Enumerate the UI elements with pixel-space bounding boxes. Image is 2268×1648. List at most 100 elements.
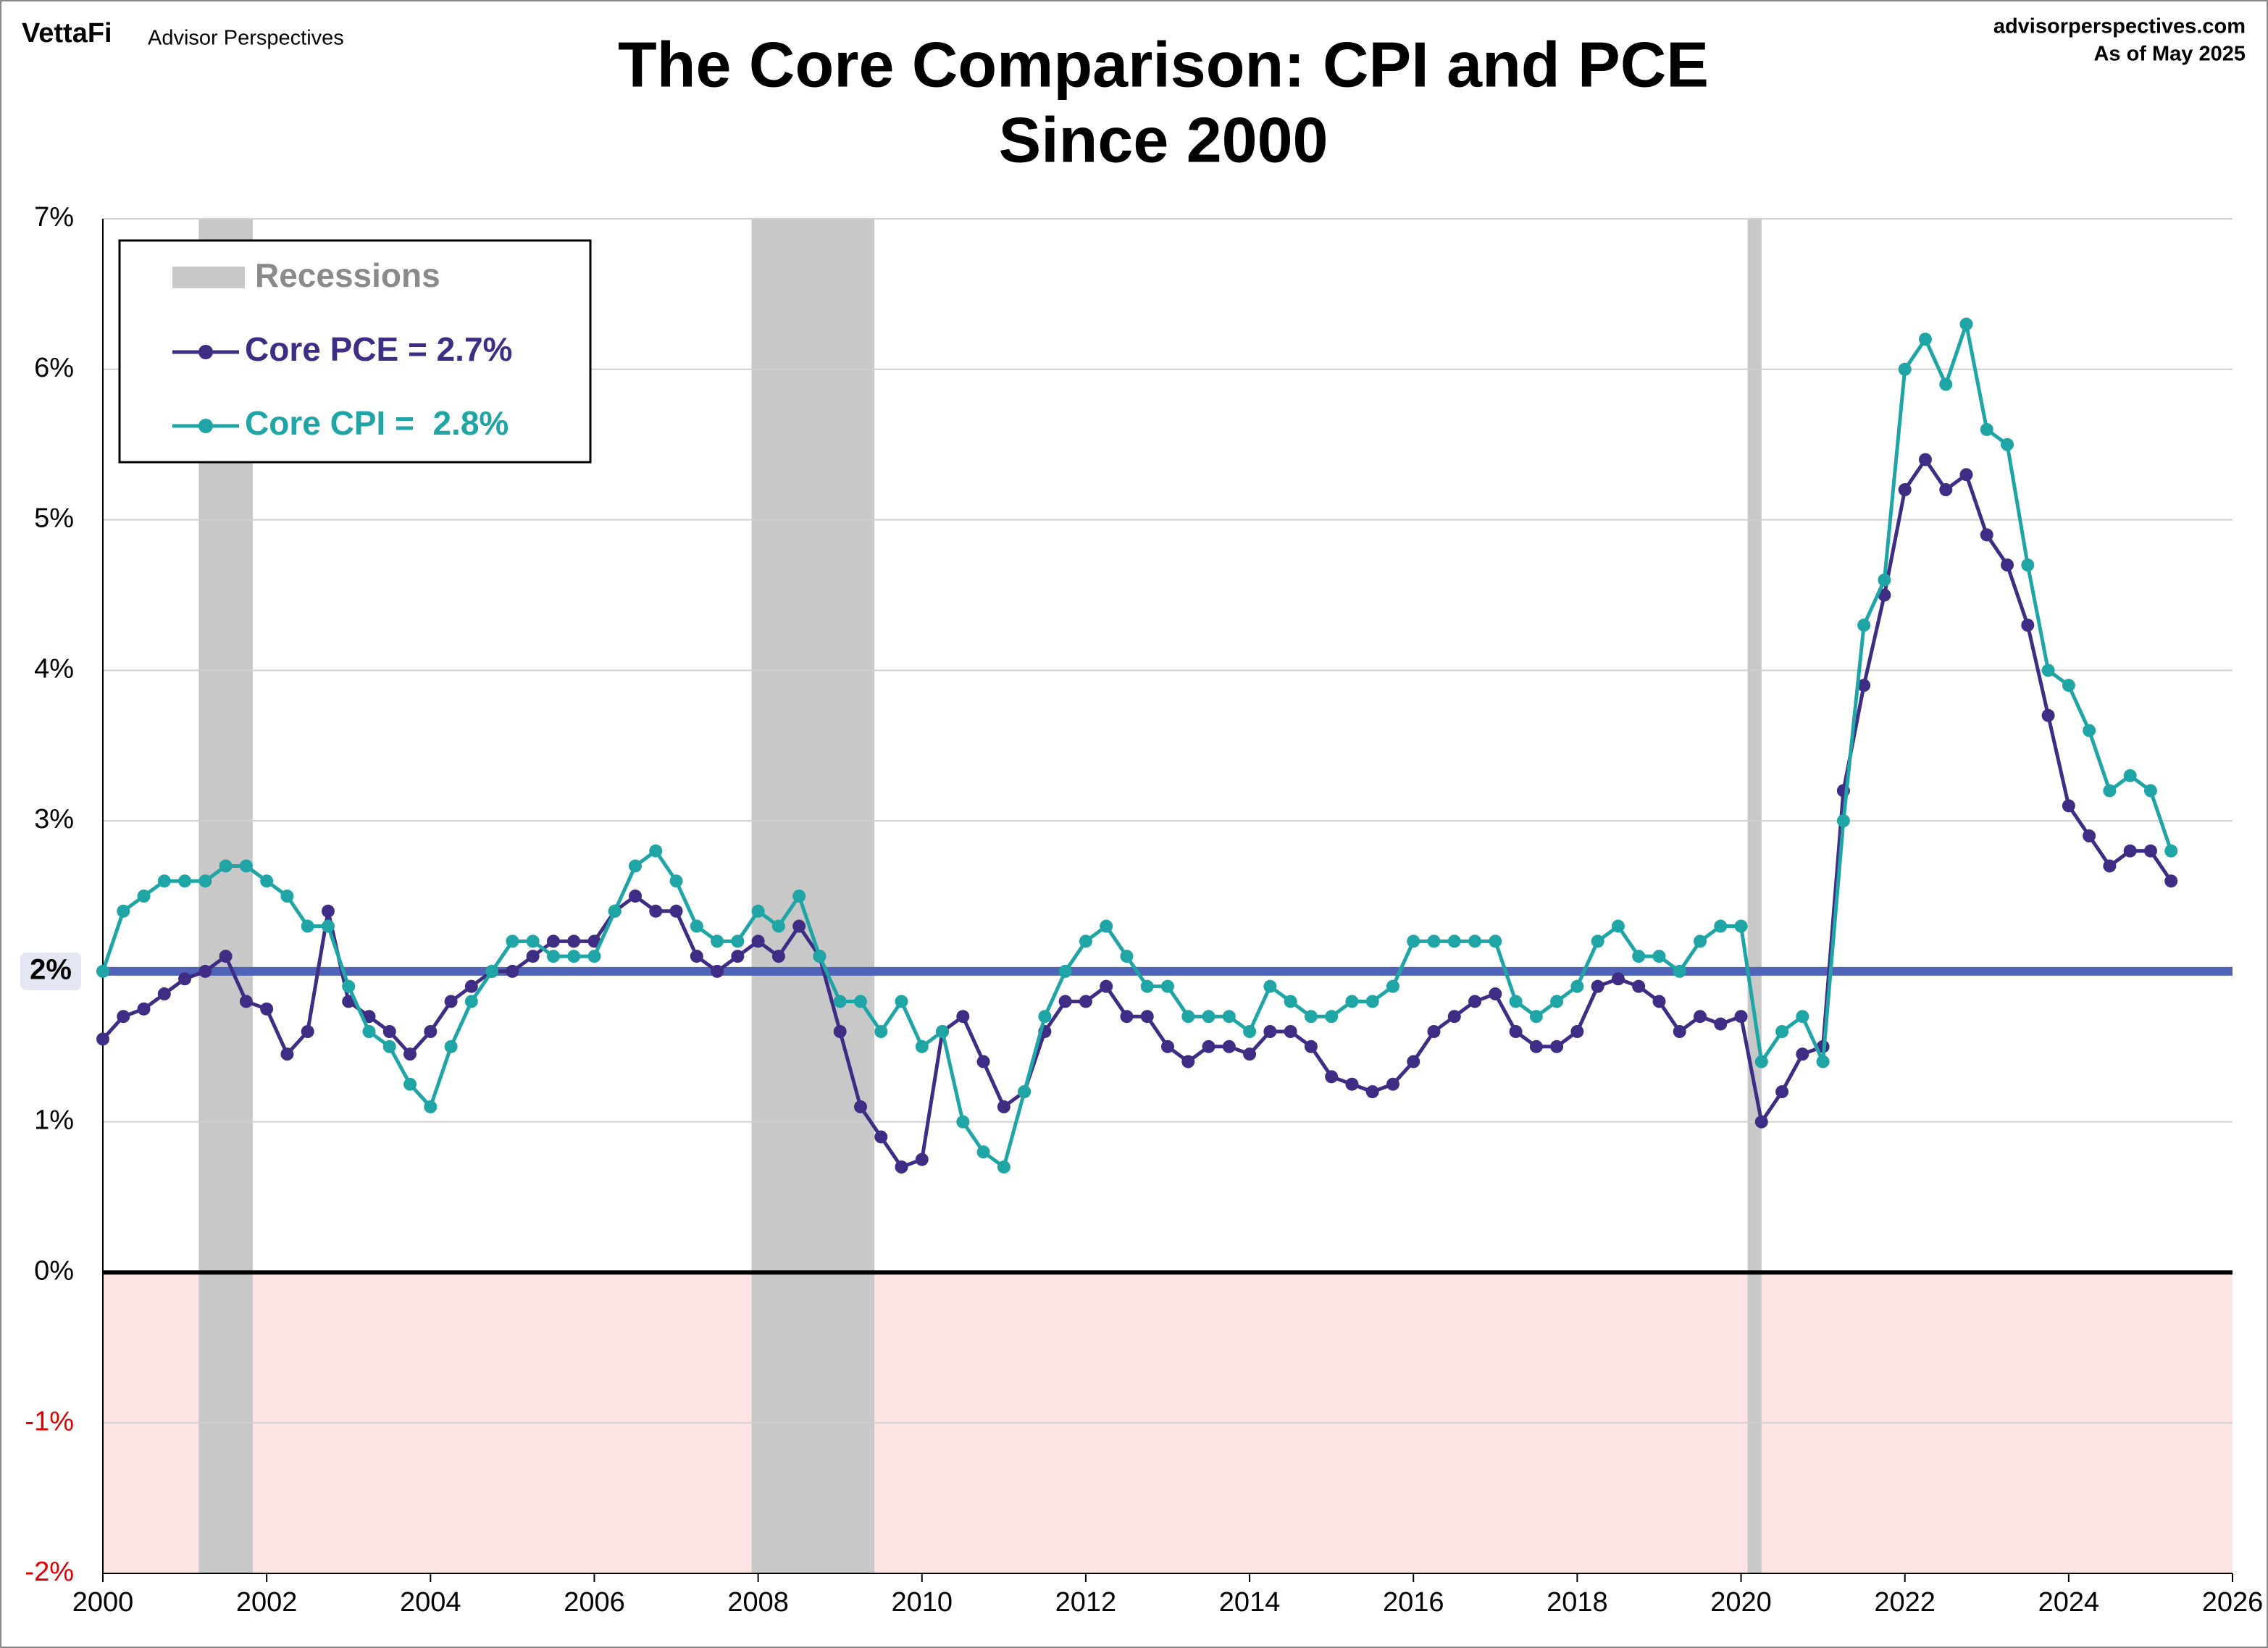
point: [1386, 1077, 1399, 1091]
point: [1959, 317, 1973, 331]
point: [1570, 1025, 1584, 1038]
point: [1427, 934, 1441, 948]
point: [895, 995, 908, 1008]
point: [260, 1002, 274, 1016]
point: [485, 964, 499, 978]
point: [1304, 1040, 1318, 1053]
point: [2123, 844, 2137, 858]
point: [382, 1025, 396, 1038]
legend-marker: [198, 345, 213, 359]
point: [1857, 619, 1871, 632]
point: [1038, 1010, 1052, 1024]
point: [96, 964, 109, 978]
point: [362, 1010, 376, 1024]
point: [342, 979, 356, 993]
target-label-bg: [20, 952, 81, 990]
point: [792, 890, 806, 903]
point: [424, 1100, 438, 1113]
point: [1775, 1085, 1789, 1099]
point: [1325, 1010, 1339, 1024]
x-tick-label: 2010: [891, 1587, 953, 1618]
point: [1878, 588, 1891, 602]
point: [690, 950, 703, 963]
point: [833, 1025, 847, 1038]
point: [1980, 422, 1993, 436]
point: [1427, 1025, 1441, 1038]
point: [526, 950, 540, 963]
x-tick-label: 2012: [1055, 1587, 1117, 1618]
y-tick-label: 5%: [34, 503, 74, 534]
point: [1754, 1055, 1768, 1068]
point: [1202, 1040, 1215, 1053]
point: [1898, 362, 1912, 376]
y-tick-label: -1%: [25, 1406, 74, 1436]
legend-label: Recessions: [255, 256, 440, 294]
point: [1673, 964, 1686, 978]
point: [1714, 1017, 1728, 1031]
point: [2041, 664, 2055, 677]
x-tick-label: 2004: [400, 1587, 461, 1618]
point: [1407, 934, 1420, 948]
point: [198, 874, 212, 888]
point: [1836, 814, 1850, 828]
point: [464, 979, 478, 993]
point: [2123, 769, 2137, 782]
point: [1734, 919, 1748, 933]
point: [1222, 1010, 1236, 1024]
point: [751, 904, 765, 918]
site: advisorperspectives.com: [1993, 15, 2246, 38]
point: [567, 950, 581, 963]
x-tick-label: 2002: [236, 1587, 298, 1618]
point: [1202, 1010, 1215, 1024]
point: [895, 1160, 908, 1174]
point: [771, 950, 785, 963]
point: [731, 950, 745, 963]
point: [1939, 483, 1953, 496]
point: [1529, 1040, 1543, 1053]
x-tick-label: 2016: [1383, 1587, 1444, 1618]
point: [219, 859, 233, 873]
point: [1120, 1010, 1134, 1024]
point: [1243, 1047, 1257, 1061]
point: [1550, 995, 1564, 1008]
point: [1489, 987, 1502, 1001]
point: [96, 1032, 109, 1046]
x-tick-label: 2024: [2038, 1587, 2100, 1618]
point: [587, 934, 601, 948]
point: [956, 1010, 970, 1024]
point: [137, 890, 151, 903]
point: [1140, 1010, 1154, 1024]
point: [239, 859, 253, 873]
point: [1611, 919, 1625, 933]
point: [1079, 995, 1092, 1008]
point: [2021, 558, 2035, 572]
point: [1918, 453, 1932, 467]
point: [464, 995, 478, 1008]
point: [321, 919, 335, 933]
point: [1407, 1055, 1420, 1068]
series-line: [101, 322, 2173, 1169]
point: [117, 904, 130, 918]
point: [956, 1115, 970, 1129]
point: [1816, 1055, 1830, 1068]
point: [362, 1025, 376, 1038]
x-tick-label: 2008: [727, 1587, 789, 1618]
point: [1365, 1085, 1379, 1099]
x-tick-label: 2006: [564, 1587, 625, 1618]
point: [1161, 979, 1174, 993]
point: [1918, 332, 1932, 346]
point: [1161, 1040, 1174, 1053]
point: [1140, 979, 1154, 993]
point: [1878, 573, 1891, 587]
point: [178, 874, 192, 888]
y-tick-label: 4%: [34, 653, 74, 684]
point: [178, 972, 192, 986]
y-tick-label: 6%: [34, 353, 74, 383]
point: [915, 1153, 929, 1166]
point: [444, 1040, 458, 1053]
point: [1447, 934, 1461, 948]
point: [1120, 950, 1134, 963]
point: [567, 934, 581, 948]
point: [997, 1100, 1010, 1113]
